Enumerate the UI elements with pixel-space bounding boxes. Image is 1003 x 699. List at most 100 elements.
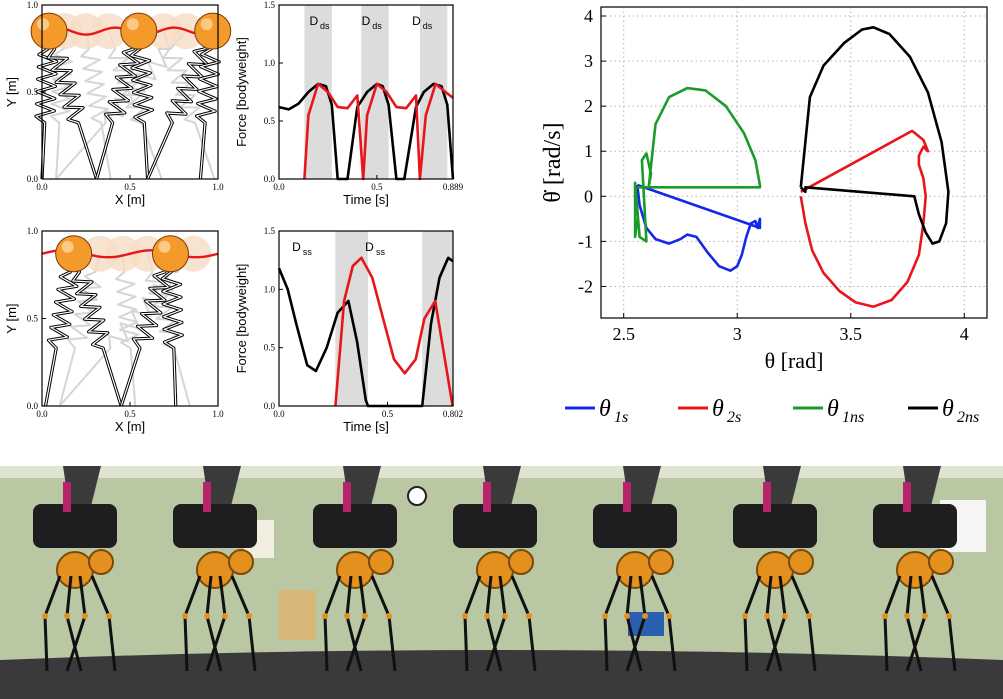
y-tick-label: 0.5 (264, 343, 276, 353)
robot-knee-joint (204, 613, 210, 619)
x-tick-label: 0.0 (273, 409, 285, 419)
x-tick-label: 0.5 (382, 409, 394, 419)
robot-gear-icon (228, 549, 254, 575)
phase-series-line-0 (636, 183, 762, 272)
gait-plot-double-support: 0.0 0.5 1.0 0.0 0.5 1.0 X [m] Y [m] (4, 0, 232, 207)
leg-spring-core (72, 253, 122, 407)
robot-warning-label (63, 482, 71, 512)
plot-frame (600, 6, 988, 319)
leg-spring-core (196, 31, 220, 180)
robot-gear-icon (756, 551, 794, 589)
hip-mass (194, 12, 232, 50)
legend-symbol: θ (599, 396, 611, 422)
y-tick-label: 2 (584, 96, 593, 116)
robot-warning-label (203, 482, 211, 512)
x-tick-label: 0.0 (36, 182, 48, 192)
force-series-line-0 (277, 256, 454, 408)
legend-symbol: θ (827, 396, 839, 422)
robot-gear-icon (368, 549, 394, 575)
y-tick-label: 1.5 (264, 0, 276, 10)
robot-boom-arm (623, 466, 661, 506)
y-tick-label: 1.0 (264, 58, 276, 68)
robot-warning-label (763, 482, 771, 512)
plot-frame (278, 230, 454, 407)
hip-mass (120, 12, 158, 50)
phase-label-subscript: ds (320, 21, 330, 31)
x-tick-label: 0.5 (124, 182, 136, 192)
robot-warning-label (343, 482, 351, 512)
y-tick-label: 1.0 (264, 284, 276, 294)
force-series-line-1 (334, 256, 454, 407)
y-axis-label: Force [bodyweight] (234, 37, 249, 147)
robot-body-housing (33, 504, 117, 548)
robot-knee-joint (362, 613, 368, 619)
robot-knee-joint (246, 613, 252, 619)
x-axis-label: Time [s] (343, 192, 389, 207)
robot-knee-joint (182, 613, 188, 619)
y-tick-label: 1.0 (27, 0, 39, 10)
y-tick-label: 0.5 (264, 116, 276, 126)
robot-knee-joint (764, 613, 770, 619)
force-series-line-0 (278, 82, 455, 181)
robot-gear-icon (788, 549, 814, 575)
robot-knee-joint (322, 613, 328, 619)
y-tick-label: 1.5 (264, 226, 276, 236)
x-tick-label: 0.5 (371, 182, 383, 192)
wall-clock-icon (407, 486, 427, 506)
robot-knee-joint (642, 613, 648, 619)
hip-mass-highlight (200, 18, 213, 31)
photo-floor (0, 650, 1003, 699)
phase-label: D (365, 240, 374, 254)
phase-label: D (292, 240, 301, 254)
robot-knee-joint (484, 613, 490, 619)
y-tick-label: 0.5 (27, 314, 39, 324)
robot-knee-joint (386, 613, 392, 619)
plot-background (601, 7, 987, 318)
hip-mass (30, 12, 68, 50)
robot-body-housing (733, 504, 817, 548)
leg-spring-core (147, 30, 214, 180)
x-tick-label: 0.0 (36, 409, 48, 419)
robot-knee-joint (222, 613, 228, 619)
robot-warning-label (623, 482, 631, 512)
robot-body-housing (873, 504, 957, 548)
gait-plot-single-support: 0.0 0.5 1.0 0.0 0.5 1.0 X [m] Y [m] (4, 226, 224, 434)
robot-body-housing (593, 504, 677, 548)
robot-knee-joint (526, 613, 532, 619)
x-tick-label: 3.5 (840, 324, 863, 344)
robot-gear-icon (896, 551, 934, 589)
robot-knee-joint (882, 613, 888, 619)
x-tick-label: 2.5 (612, 324, 635, 344)
robot-boom-arm (483, 466, 521, 506)
hip-mass (55, 235, 93, 273)
phase-label-subscript: ds (423, 21, 433, 31)
x-tick-label: 0.889 (443, 182, 464, 192)
leg-spring-core (95, 30, 140, 180)
y-tick-label: -1 (578, 231, 593, 251)
legend-symbol: θ (942, 396, 954, 422)
leg-spring-core (130, 31, 154, 180)
robot-boom-arm (903, 466, 941, 506)
y-tick-label: 0.0 (27, 401, 39, 411)
x-tick-label: 0.5 (124, 409, 136, 419)
phase-label: D (309, 14, 318, 28)
y-axis-label: Y [m] (4, 77, 19, 107)
robot-knee-joint (64, 613, 70, 619)
robot-gear-icon (648, 549, 674, 575)
phase-label: D (362, 14, 371, 28)
y-tick-label: 1 (584, 141, 593, 161)
y-tick-label: 3 (584, 51, 593, 71)
robot-body-housing (313, 504, 397, 548)
leg-spring-core (120, 253, 172, 407)
phase-portrait-plot: 2.5 3 3.5 4 -2 -1 0 1 2 3 4 θ [rad] θ̇ [rad/s] (540, 6, 988, 373)
phase-label-subscript: ss (376, 247, 386, 257)
robot-knee-joint (904, 613, 910, 619)
y-tick-label: 0.5 (27, 87, 39, 97)
y-axis-label: Force [bodyweight] (234, 264, 249, 374)
force-series-line-1 (303, 82, 454, 181)
cardboard-box (278, 590, 316, 640)
phase-series-line-2 (633, 86, 762, 243)
